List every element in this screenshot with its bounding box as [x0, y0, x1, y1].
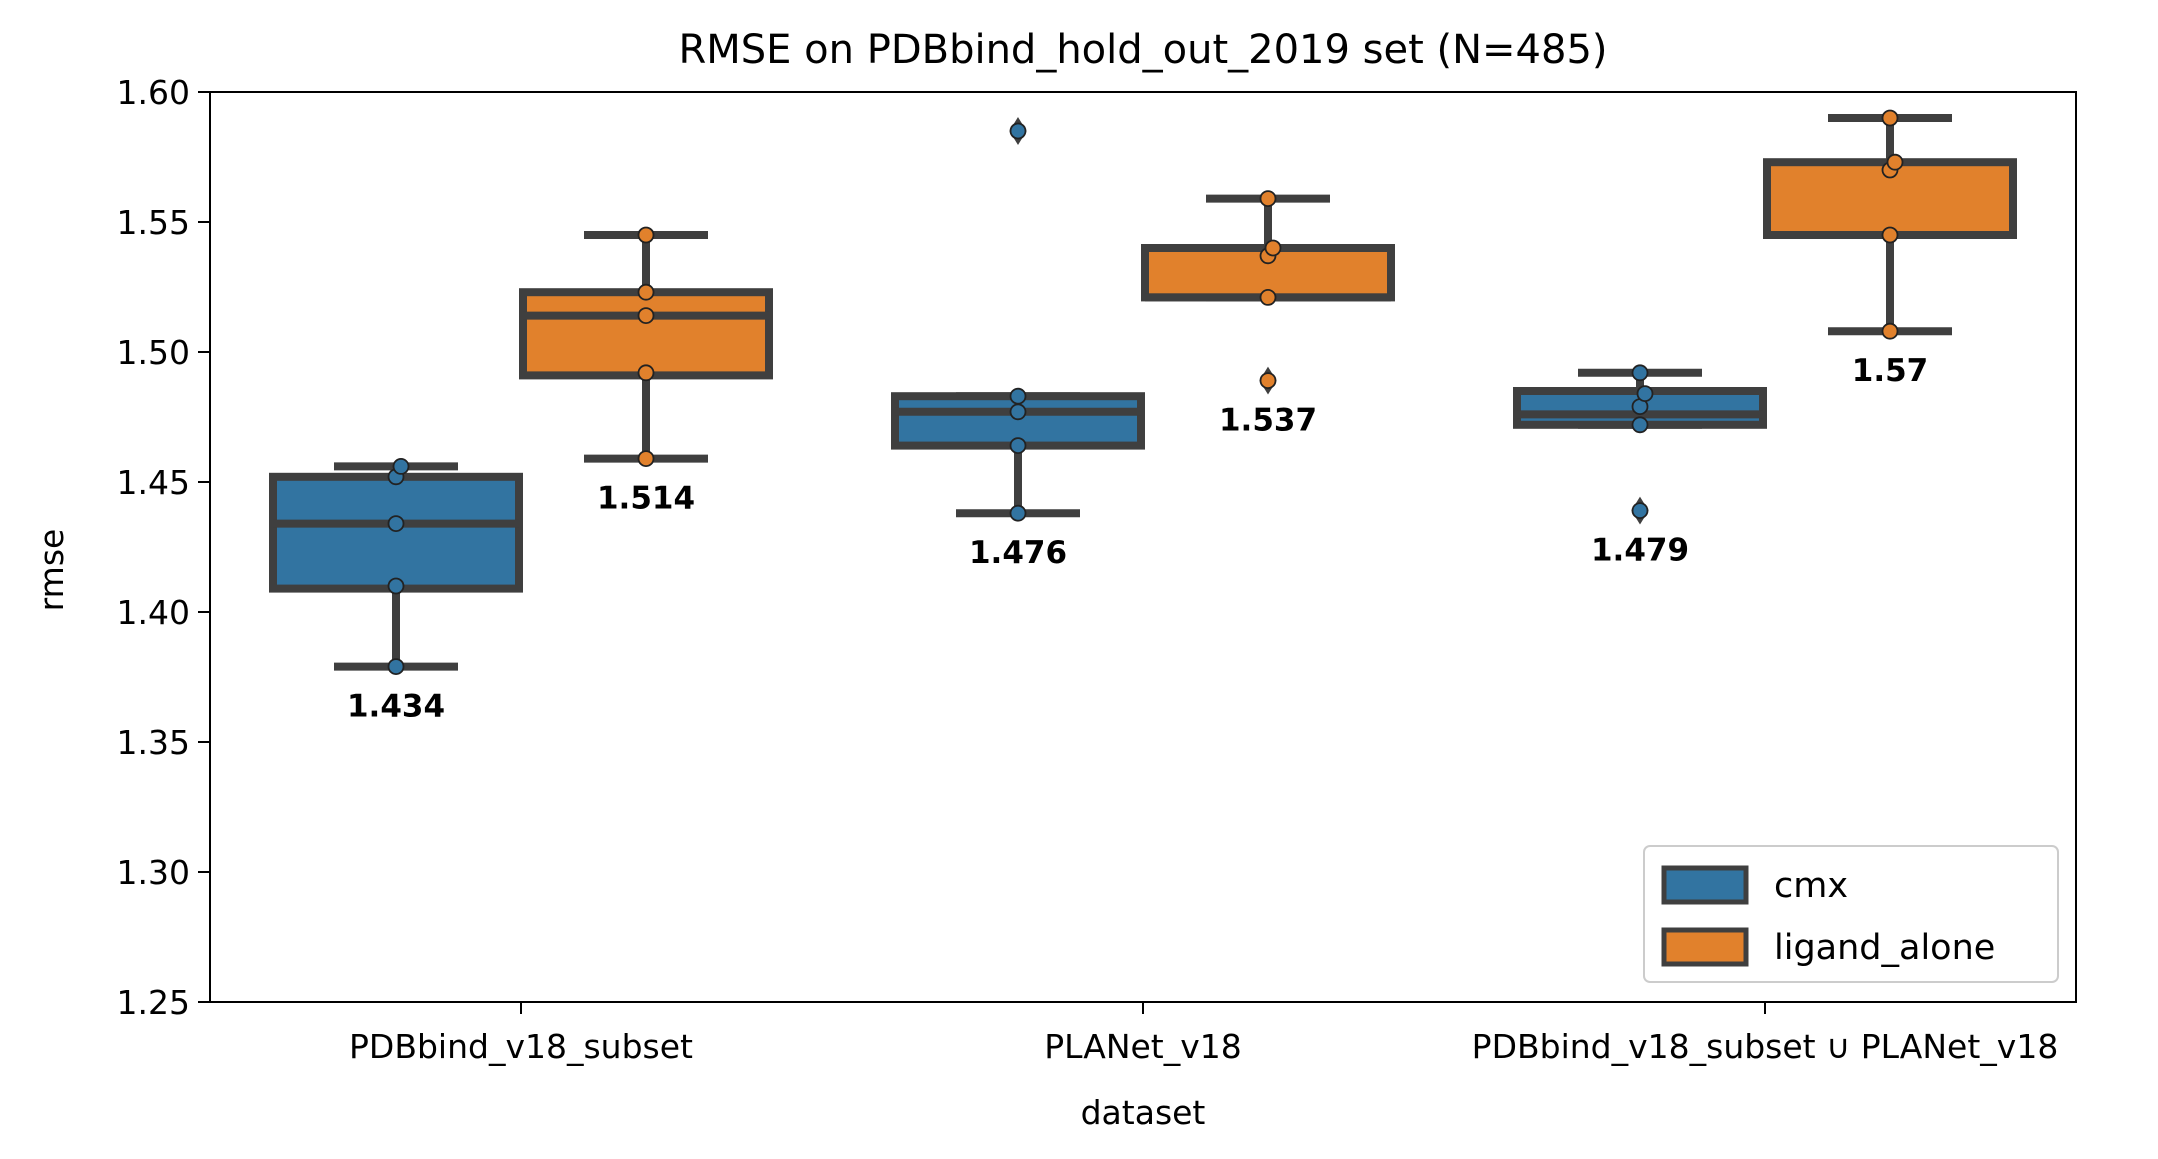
point-ligand_alone-2-0	[1881, 322, 1899, 340]
value-label-cmx-1: 1.476	[969, 535, 1067, 571]
point-cmx-0-0	[387, 658, 405, 675]
point-ligand_alone-0-3	[637, 283, 655, 301]
y-tick-label-1: 1.30	[117, 853, 190, 892]
point-ligand_alone-1-1	[1259, 288, 1277, 306]
value-label-cmx-2: 1.479	[1591, 533, 1689, 569]
point-ligand_alone-1-3	[1264, 239, 1282, 257]
legend-label-cmx: cmx	[1774, 866, 1848, 906]
point-ligand_alone-1-0	[1259, 372, 1277, 390]
legend-swatch-ligand_alone	[1661, 927, 1749, 967]
point-ligand_alone-0-4	[637, 226, 655, 244]
value-label-cmx-0: 1.434	[347, 689, 445, 725]
y-tick-label-3: 1.40	[117, 593, 190, 632]
point-cmx-0-4	[392, 457, 410, 475]
y-tick-label-2: 1.35	[117, 723, 190, 762]
x-axis-label: dataset	[1081, 1093, 1206, 1132]
y-tick-label-6: 1.55	[117, 203, 190, 242]
point-cmx-1-4	[1009, 122, 1027, 140]
point-cmx-2-3	[1636, 385, 1654, 403]
point-cmx-0-1	[387, 577, 405, 595]
legend-swatch-cmx	[1661, 865, 1749, 905]
chart-title: RMSE on PDBbind_hold_out_2019 set (N=485…	[678, 27, 1607, 73]
point-ligand_alone-2-4	[1881, 109, 1899, 127]
y-axis-label: rmse	[32, 529, 71, 612]
legend: cmx ligand_alone	[1643, 845, 2059, 983]
legend-label-ligand_alone: ligand_alone	[1774, 928, 1995, 968]
point-cmx-1-2	[1009, 403, 1027, 421]
plot-area: 1.434 1.476 1.479 1.514 1.537 1.57	[269, 109, 2017, 725]
y-tick-label-5: 1.50	[117, 333, 190, 372]
point-cmx-2-4	[1631, 364, 1649, 382]
point-cmx-2-0	[1631, 502, 1649, 520]
x-tick-label-0: PDBbind_v18_subset	[349, 1027, 693, 1066]
y-tick-label-0: 1.25	[117, 983, 190, 1022]
point-ligand_alone-2-1	[1881, 226, 1899, 244]
point-cmx-0-2	[387, 515, 405, 532]
point-ligand_alone-1-4	[1259, 190, 1277, 208]
box-ligand_alone-0	[519, 288, 773, 380]
point-ligand_alone-0-0	[637, 450, 655, 468]
x-tick-label-1: PLANet_v18	[1044, 1027, 1242, 1066]
point-cmx-1-0	[1009, 504, 1027, 522]
point-ligand_alone-2-3	[1886, 153, 1904, 171]
point-cmx-1-3	[1009, 387, 1027, 405]
box-cmx-0	[269, 472, 523, 593]
x-tick-label-2: PDBbind_v18_subset ∪ PLANet_v18	[1472, 1027, 2059, 1066]
value-label-ligand_alone-2: 1.57	[1852, 353, 1929, 389]
point-cmx-1-1	[1009, 437, 1027, 455]
value-label-ligand_alone-0: 1.514	[597, 481, 695, 517]
y-tick-label-7: 1.60	[117, 73, 190, 112]
point-ligand_alone-0-2	[637, 307, 655, 325]
point-cmx-2-1	[1631, 416, 1649, 434]
value-label-ligand_alone-1: 1.537	[1219, 403, 1317, 439]
point-ligand_alone-0-1	[637, 364, 655, 382]
y-tick-label-4: 1.45	[117, 463, 190, 502]
